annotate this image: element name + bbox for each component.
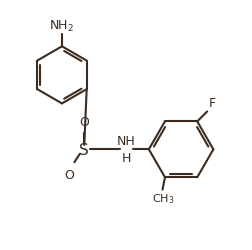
Text: S: S: [79, 142, 89, 157]
Text: H: H: [121, 151, 131, 164]
Text: O: O: [64, 168, 74, 181]
Text: NH$_2$: NH$_2$: [49, 18, 74, 34]
Text: CH$_3$: CH$_3$: [152, 192, 174, 206]
Text: O: O: [79, 116, 89, 129]
Text: NH: NH: [117, 134, 135, 147]
Text: F: F: [208, 97, 215, 110]
